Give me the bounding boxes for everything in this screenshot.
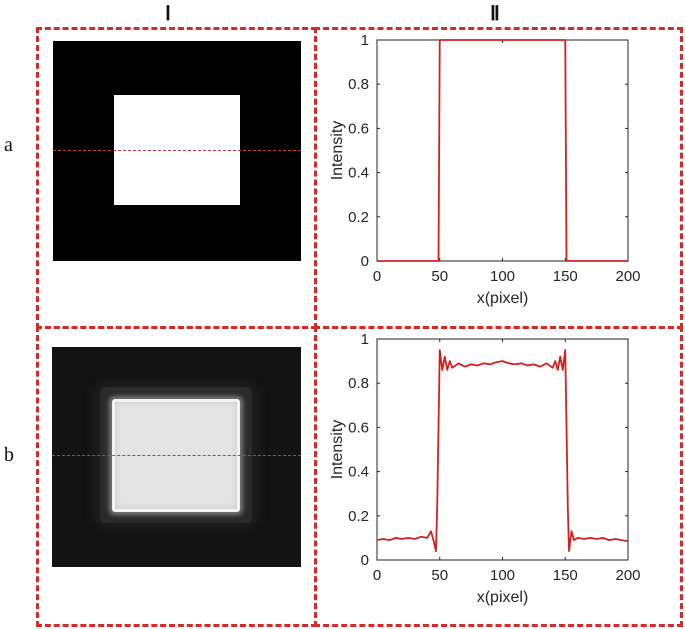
- y-tick-label: 0.8: [348, 76, 369, 93]
- x-tick-label: 50: [431, 268, 448, 285]
- plot-frame: [376, 338, 629, 561]
- x-axis-label: x(pixel): [477, 589, 529, 606]
- image-panel-a: [53, 41, 301, 261]
- y-tick-label: 0.2: [348, 508, 369, 525]
- x-tick-label: 100: [490, 567, 515, 584]
- image-panel-b: [52, 347, 301, 567]
- y-axis-label: Intensity: [329, 121, 346, 181]
- y-tick-label: 0.4: [348, 464, 369, 481]
- y-tick-label: 0: [361, 253, 369, 270]
- y-tick-label: 0: [361, 552, 369, 569]
- panel-border-b2: [314, 326, 683, 627]
- x-tick-label: 100: [490, 268, 515, 285]
- y-tick-label: 0.6: [348, 419, 369, 436]
- x-tick-label: 0: [373, 567, 381, 584]
- profile-line-marker: [53, 150, 301, 151]
- x-axis-label: x(pixel): [477, 290, 529, 307]
- x-tick-label: 150: [553, 268, 578, 285]
- y-tick-label: 1: [361, 32, 369, 49]
- y-tick-label: 0.2: [348, 209, 369, 226]
- series-line-0: [377, 39, 628, 262]
- column-header-1: Ⅰ: [165, 3, 171, 25]
- plot-frame: [376, 39, 629, 262]
- y-axis-label: Intensity: [329, 420, 346, 480]
- y-tick-label: 0.8: [348, 375, 369, 392]
- row-label-b: b: [4, 444, 14, 466]
- x-tick-label: 50: [431, 567, 448, 584]
- y-tick-label: 0.6: [348, 120, 369, 137]
- profile-line-marker: [52, 455, 301, 456]
- intensity-profile-chart-b: 0 50 100 150 200 0 0.2 0.4 0.6 0.8 1 x(pixel) Intens…: [329, 331, 641, 606]
- x-tick-label: 200: [615, 268, 640, 285]
- series-line-0: [376, 349, 629, 553]
- x-tick-label: 0: [373, 268, 381, 285]
- x-tick-label: 200: [615, 567, 640, 584]
- x-tick-label: 150: [553, 567, 578, 584]
- intensity-profile-chart-a: 0 50 100 150 200 0 0.2 0.4 0.6 0.8 1 x(pixel) Intens…: [329, 32, 641, 307]
- y-tick-label: 0.4: [348, 165, 369, 182]
- y-tick-label: 1: [361, 331, 369, 348]
- column-header-2: Ⅱ: [490, 3, 500, 25]
- row-label-a: a: [4, 134, 13, 156]
